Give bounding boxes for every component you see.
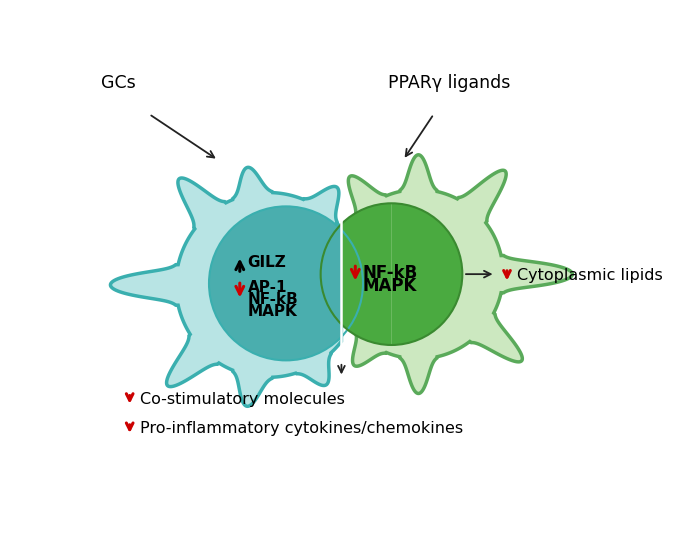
Text: NF-kB: NF-kB (247, 292, 298, 307)
Text: NF-kB: NF-kB (363, 264, 419, 283)
Polygon shape (286, 206, 341, 360)
Text: Cytoplasmic lipids: Cytoplasmic lipids (517, 268, 663, 283)
Polygon shape (110, 167, 341, 406)
Text: AP-1: AP-1 (247, 280, 287, 295)
Polygon shape (341, 203, 392, 345)
Text: GCs: GCs (101, 74, 136, 92)
Text: MAPK: MAPK (247, 304, 297, 319)
Polygon shape (392, 203, 462, 345)
Text: MAPK: MAPK (363, 277, 417, 295)
Polygon shape (209, 206, 286, 360)
Text: PPARγ ligands: PPARγ ligands (388, 74, 510, 92)
Polygon shape (341, 155, 573, 394)
Text: Pro-inflammatory cytokines/chemokines: Pro-inflammatory cytokines/chemokines (140, 421, 463, 437)
Text: Co-stimulatory molecules: Co-stimulatory molecules (140, 392, 345, 407)
Text: GILZ: GILZ (247, 255, 286, 270)
